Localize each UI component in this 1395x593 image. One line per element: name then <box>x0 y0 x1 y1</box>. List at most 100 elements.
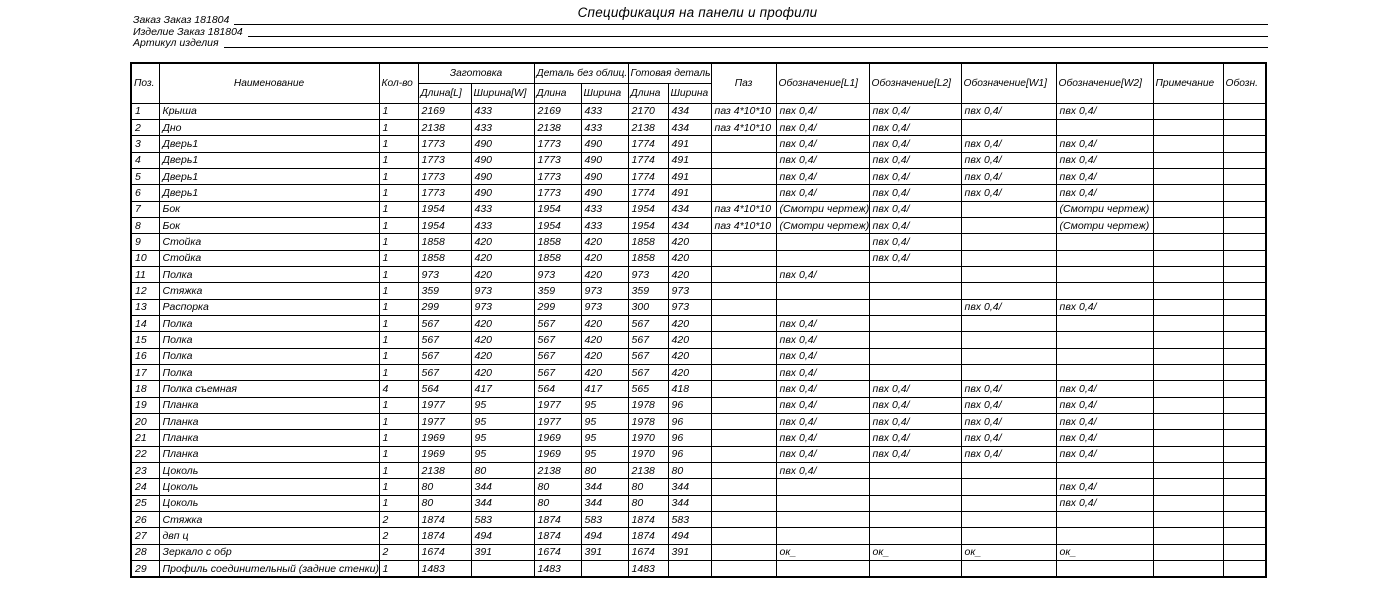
cell-final-length: 300 <box>627 298 669 316</box>
cell-blank-width: 973 <box>470 282 535 300</box>
cell-qty: 1 <box>378 184 419 202</box>
column-header: Обозначение[L1] <box>775 62 870 104</box>
cell-final-length: 80 <box>627 494 669 513</box>
table-row: 2 Дно 1 2138 433 2138 433 2138 434 паз 4*10*10 пвх… <box>130 118 1267 137</box>
cell-mark-l1: пвх 0,4/ <box>775 462 870 480</box>
column-header: Деталь без облиц. <box>533 62 629 84</box>
cell-note <box>1152 282 1224 300</box>
cell-blank-width: 490 <box>470 184 535 202</box>
cell-blank-length: 1674 <box>417 543 472 562</box>
table-row: 25 Цоколь 1 80 344 80 344 80 344 пвх 0,4/ <box>130 494 1267 513</box>
cell-mark-l1: пвх 0,4/ <box>775 331 870 349</box>
cell-mark-w2: пвх 0,4/ <box>1055 298 1154 316</box>
cell-groove: паз 4*10*10 <box>710 118 777 137</box>
cell-qty: 1 <box>378 396 419 415</box>
cell-sign <box>1222 413 1267 431</box>
sub-column-header: Ширина <box>667 82 712 104</box>
cell-blank-length: 1858 <box>417 233 472 251</box>
cell-raw-width: 95 <box>580 396 629 415</box>
cell-name: Дверь1 <box>158 135 380 153</box>
table-row: 5 Дверь1 1 1773 490 1773 490 1774 491 пвх 0,4/пвх… <box>130 167 1267 186</box>
cell-mark-w1 <box>960 560 1057 578</box>
cell-blank-width: 973 <box>470 298 535 316</box>
cell-note <box>1152 233 1224 251</box>
column-header: Обозначение[W1] <box>960 62 1057 104</box>
table-row: 4 Дверь1 1 1773 490 1773 490 1774 491 пвх 0,4/пвх… <box>130 151 1267 169</box>
cell-groove <box>710 347 777 366</box>
cell-note <box>1152 249 1224 267</box>
cell-mark-w1 <box>960 265 1057 284</box>
cell-mark-l2: пвх 0,4/ <box>868 429 962 447</box>
cell-mark-w2 <box>1055 331 1154 349</box>
cell-sign <box>1222 347 1267 366</box>
cell-sign <box>1222 216 1267 235</box>
cell-final-width: 491 <box>667 184 712 202</box>
cell-qty: 1 <box>378 363 419 382</box>
cell-pos: 3 <box>130 135 160 153</box>
cell-raw-length: 1773 <box>533 167 582 186</box>
cell-mark-l1: пвх 0,4/ <box>775 429 870 447</box>
cell-mark-l2: пвх 0,4/ <box>868 102 962 120</box>
cell-qty: 2 <box>378 543 419 562</box>
cell-final-length: 1954 <box>627 216 669 235</box>
cell-final-length: 1483 <box>627 560 669 578</box>
cell-mark-w1 <box>960 511 1057 529</box>
cell-blank-length: 359 <box>417 282 472 300</box>
cell-mark-w1 <box>960 216 1057 235</box>
cell-sign <box>1222 478 1267 496</box>
cell-final-length: 2170 <box>627 102 669 120</box>
cell-mark-l2: пвх 0,4/ <box>868 396 962 415</box>
cell-name: Полка <box>158 331 380 349</box>
cell-mark-l2 <box>868 560 962 578</box>
cell-raw-width: 420 <box>580 265 629 284</box>
cell-mark-w1: пвх 0,4/ <box>960 380 1057 398</box>
cell-name: Стойка <box>158 249 380 267</box>
cell-sign <box>1222 135 1267 153</box>
cell-final-width: 420 <box>667 249 712 267</box>
cell-final-length: 1774 <box>627 135 669 153</box>
cell-qty: 1 <box>378 282 419 300</box>
cell-mark-l2 <box>868 265 962 284</box>
cell-final-width: 434 <box>667 200 712 218</box>
cell-note <box>1152 413 1224 431</box>
cell-blank-width: 344 <box>470 478 535 496</box>
cell-qty: 1 <box>378 445 419 464</box>
cell-name: Крыша <box>158 102 380 120</box>
cell-pos: 1 <box>130 102 160 120</box>
cell-mark-l2: пвх 0,4/ <box>868 216 962 235</box>
cell-raw-width: 490 <box>580 151 629 169</box>
cell-mark-w2: (Смотри чертеж) <box>1055 200 1154 218</box>
cell-raw-length: 1858 <box>533 249 582 267</box>
cell-groove <box>710 380 777 398</box>
cell-qty: 2 <box>378 527 419 545</box>
cell-mark-l2 <box>868 462 962 480</box>
cell-blank-length: 1874 <box>417 527 472 545</box>
cell-mark-w2: пвх 0,4/ <box>1055 184 1154 202</box>
cell-sign <box>1222 249 1267 267</box>
cell-groove: паз 4*10*10 <box>710 216 777 235</box>
cell-note <box>1152 151 1224 169</box>
cell-final-length: 1978 <box>627 396 669 415</box>
cell-final-width: 420 <box>667 314 712 333</box>
cell-note <box>1152 462 1224 480</box>
cell-raw-width: 490 <box>580 167 629 186</box>
cell-mark-w2: пвх 0,4/ <box>1055 445 1154 464</box>
cell-name: Зеркало с обр <box>158 543 380 562</box>
cell-name: Бок <box>158 200 380 218</box>
product-line-text: Изделие Заказ 181804 <box>133 25 243 38</box>
table-row: 14 Полка 1 567 420 567 420 567 420 пвх 0,4/ <box>130 314 1267 333</box>
column-header: Обозн. <box>1222 62 1267 104</box>
cell-note <box>1152 331 1224 349</box>
cell-raw-width: 391 <box>580 543 629 562</box>
cell-mark-l2 <box>868 282 962 300</box>
cell-groove <box>710 511 777 529</box>
cell-sign <box>1222 511 1267 529</box>
cell-final-length: 2138 <box>627 462 669 480</box>
cell-raw-length: 1969 <box>533 445 582 464</box>
cell-final-width: 344 <box>667 494 712 513</box>
cell-final-width: 494 <box>667 527 712 545</box>
cell-final-length: 973 <box>627 265 669 284</box>
cell-qty: 1 <box>378 151 419 169</box>
cell-mark-w2 <box>1055 347 1154 366</box>
table-row: 10 Стойка 1 1858 420 1858 420 1858 420 пвх 0,4/ <box>130 249 1267 267</box>
